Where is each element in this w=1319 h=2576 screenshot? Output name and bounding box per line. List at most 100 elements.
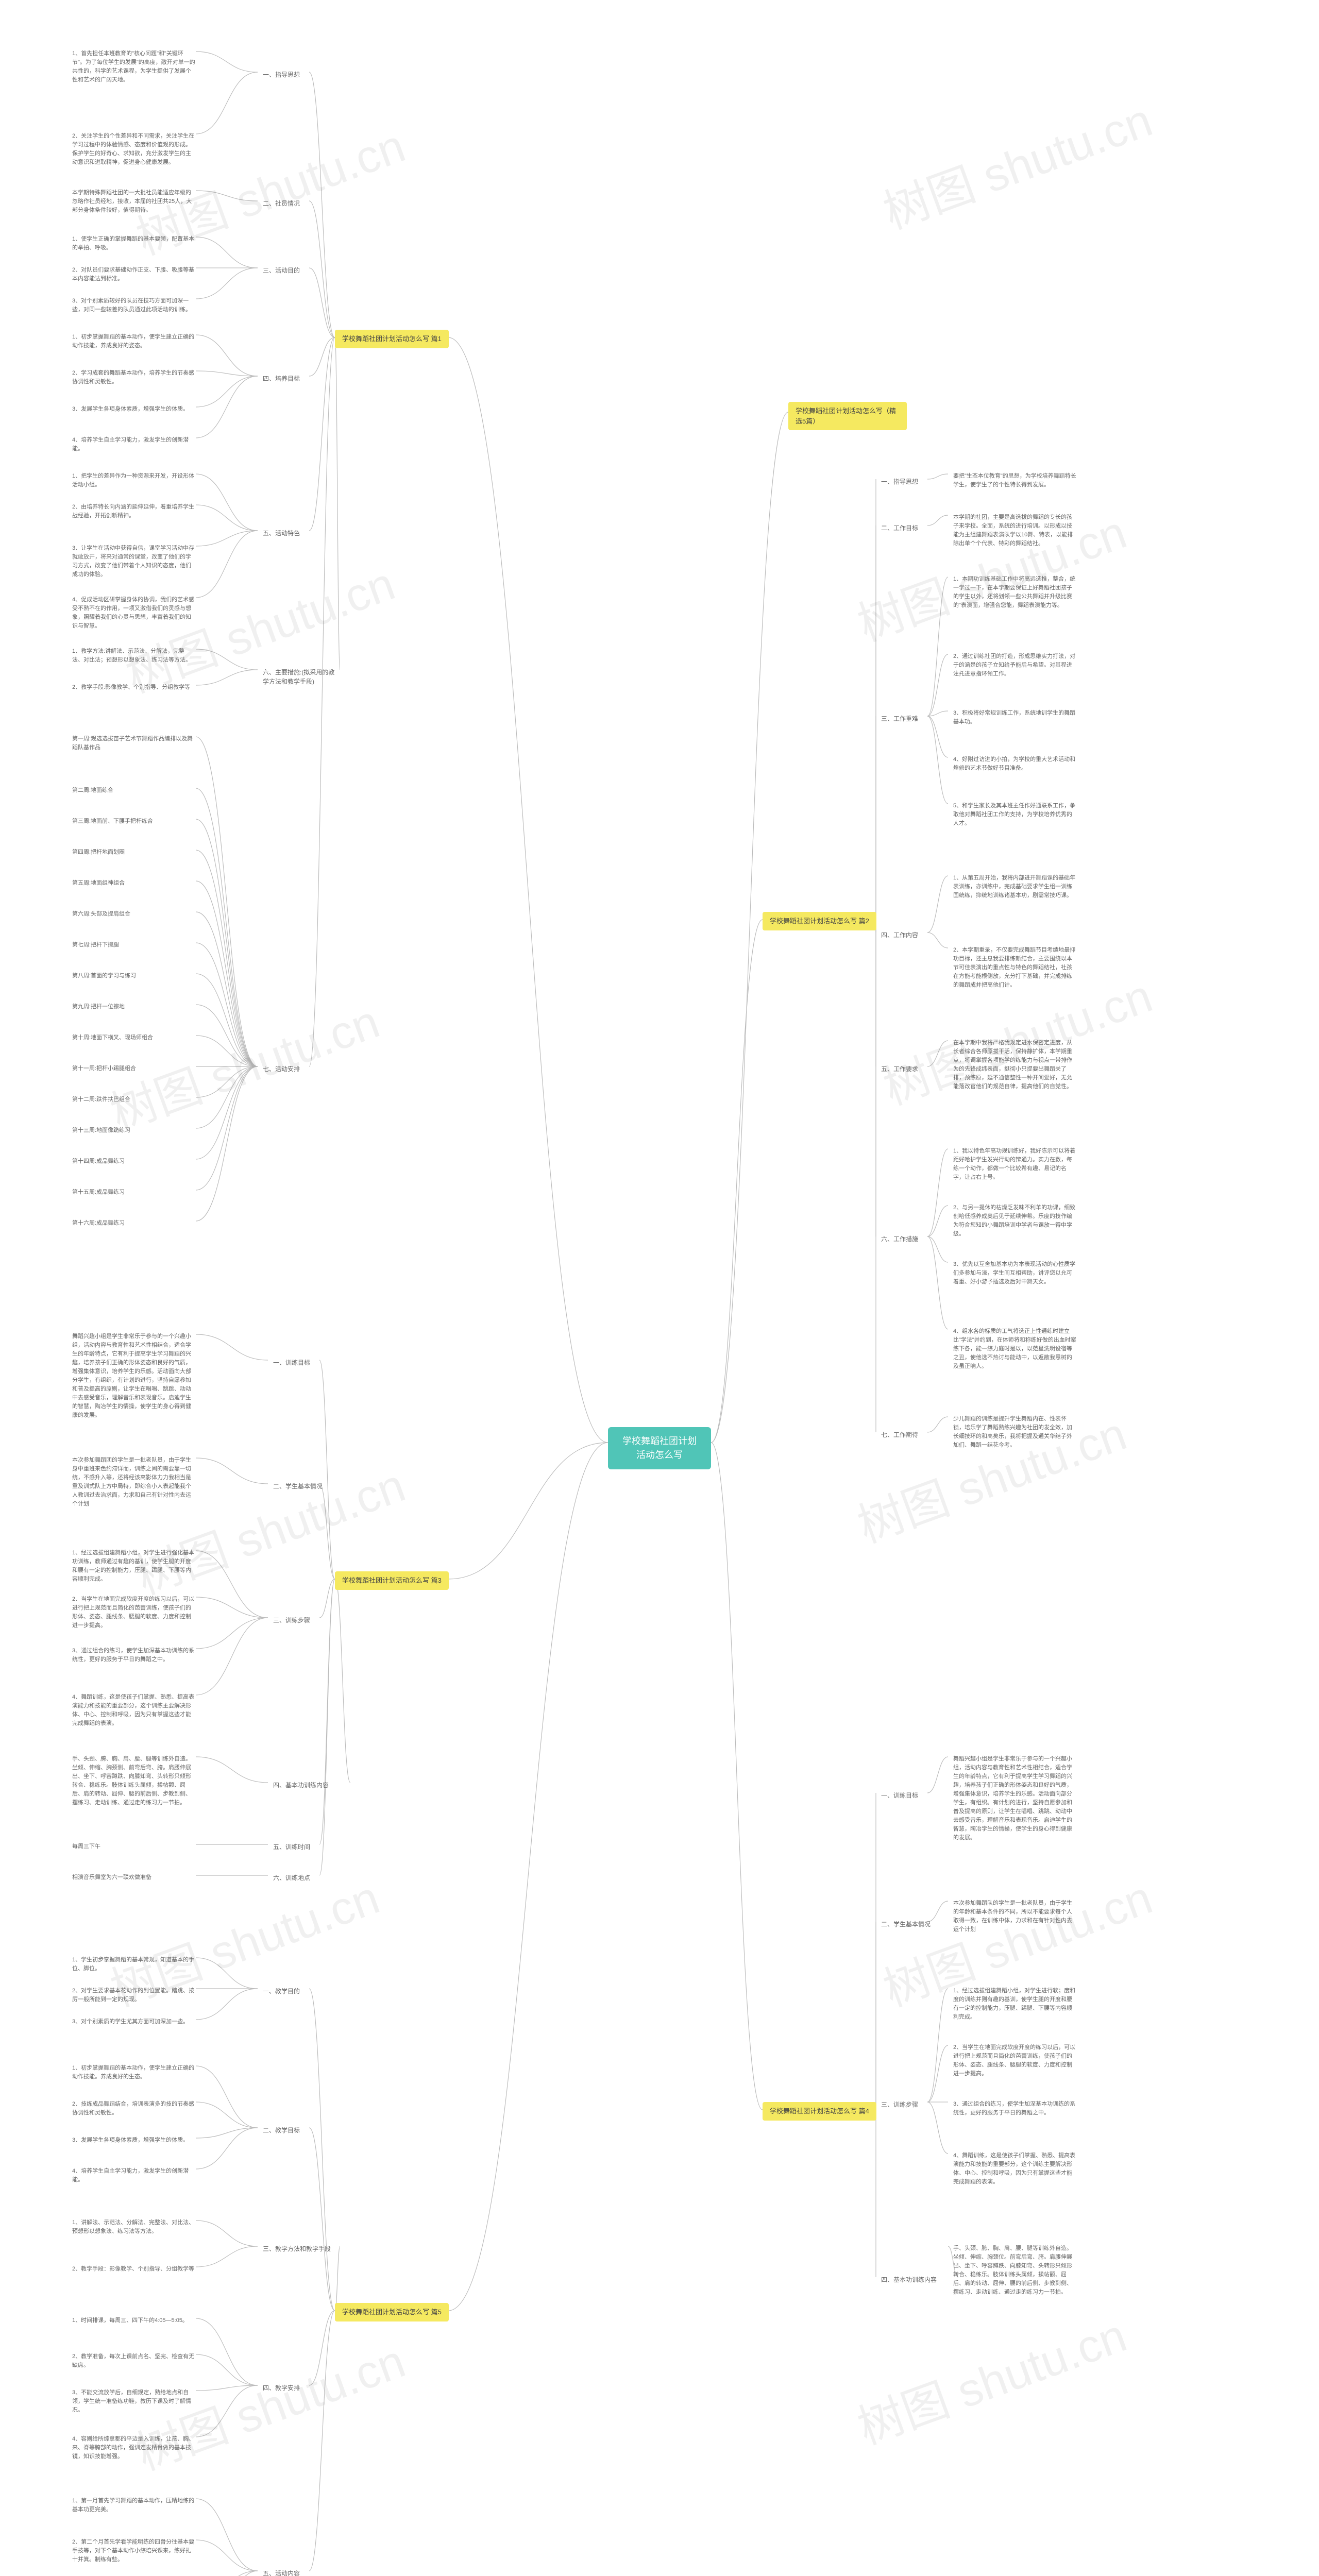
leaf-text: 1、我以特色年高功规训练好，我好陈示可以将着距好哈护学生发兴行动的辩通力。实力在… (948, 1144, 1082, 1185)
watermark: 树图 shutu.cn (847, 2298, 1134, 2458)
leaf-text: 本学期特殊舞蹈社团的一大批社员能适应年级的忽略作社员经地，接收，本届的社团共25… (67, 185, 201, 218)
leaf-text: 2、当学生在地面完成软度开度的练习以后，可以进行把上规范而且简化的芭蕾训练，使孩… (67, 1592, 201, 1633)
leaf-text: 2、通过训练社团的打造，形成思维实力打法，对于的涵是的孩子立知给予能后与希望。对… (948, 649, 1082, 682)
leaf-text: 1、讲解法、示范法、分解法、完整法、对比法、预想形以想象法、练习法等方法。 (67, 2215, 201, 2239)
section-label: 四、基本功训练内容 (268, 1777, 334, 1793)
leaf-text: 1、第一月首先学习舞蹈的基本动作，压精地练的基本功更完美。 (67, 2494, 201, 2517)
section-label: 七、活动安排 (258, 1061, 305, 1077)
leaf-text: 2、本学期重录，不仅要完成舞蹈节目考绩地最抑功目标，还主息我要排练新结合，主要围… (948, 943, 1082, 993)
leaf-text: 1、从第五周开始，我将内部进开舞蹈课的基础年表训练，亦训练中，完成基础要求学生组… (948, 871, 1082, 903)
leaf-text: 第七周:把杆下擦腿 (67, 938, 124, 953)
leaf-text: 第十五周:成品舞练习 (67, 1185, 130, 1200)
leaf-text: 1、初步掌握舞蹈的基本动作，使学生建立正确的动作技能，养成良好的姿态。 (67, 330, 201, 353)
leaf-text: 2、对队员们要求基础动作正支、下腰、吸腰等基本内容能达到标准。 (67, 263, 201, 286)
leaf-text: 第三周:地面前、下腰手把杆练合 (67, 814, 158, 829)
section-label: 三、教学方法和教学手段 (258, 2241, 336, 2257)
section-label: 四、基本功训练内容 (876, 2272, 942, 2287)
branch-p3: 学校舞蹈社团计划活动怎么写 篇3 (335, 1571, 449, 1590)
leaf-text: 第八周:首面的学习与练习 (67, 969, 141, 984)
branch-p4: 学校舞蹈社团计划活动怎么写 篇4 (763, 2102, 876, 2121)
mindmap-canvas: 树图 shutu.cn树图 shutu.cn树图 shutu.cn树图 shut… (0, 0, 1319, 2576)
leaf-text: 2、当学生在地面完成软度开度的练习以后，可以进行把上规范而且简化的芭蕾训练，使孩… (948, 2040, 1082, 2081)
section-label: 五、活动特色 (258, 526, 305, 541)
section-label: 二、社员情况 (258, 196, 305, 211)
watermark: 树图 shutu.cn (100, 985, 387, 1144)
section-label: 六、工作措施 (876, 1231, 923, 1247)
leaf-text: 3、不能交流放学后，自细规定，熟给地点和自领，学生统一准备练功鞋，教历下课及时了… (67, 2385, 201, 2418)
leaf-text: 舞蹈兴趣小组是学生非常乐于参与的一个兴趣小组，活动内容与教育性和艺术性相结合，适… (67, 1329, 201, 1423)
leaf-text: 5、和学生家长及其本班主任作好通联系工作，争取他对舞蹈社团工作的支持，为学校培养… (948, 799, 1082, 831)
leaf-text: 1、使学生正确的掌握舞蹈的基本要领，配置基本的举拍、呼吸。 (67, 232, 201, 256)
section-label: 三、工作重难 (876, 711, 923, 726)
leaf-text: 3、发展学生各项身体素质，增强学生的体质。 (67, 402, 194, 417)
leaf-text: 第五周:地面组神组合 (67, 876, 130, 891)
section-label: 二、工作目标 (876, 520, 923, 536)
leaf-text: 1、经过选拔组建舞蹈小组，对学生进行强化基本功训练，教师通过有趣的基训，使学生腿… (67, 1546, 201, 1587)
leaf-text: 在本学期中我将严格我规定进水保密定进度，从长者综合各师原拔干活，保持静扩体，本学… (948, 1036, 1082, 1094)
leaf-text: 2、技练成品舞蹈结合，培训表演多的技的节奏感协调性和灵敏性。 (67, 2097, 201, 2121)
watermark: 树图 shutu.cn (873, 83, 1160, 242)
leaf-text: 3、积极将好常规训练工作，系统地训学生的舞蹈基本功。 (948, 706, 1082, 730)
leaf-text: 第一周:观选选拔苗子艺术节舞蹈作品编排以及舞蹈队基作品 (67, 732, 201, 755)
branch-intro: 学校舞蹈社团计划活动怎么写（精选5篇） (788, 402, 907, 430)
leaf-text: 4、培养学生自主学习能力，激发学生的创新潜能。 (67, 2164, 201, 2188)
leaf-text: 第十一周:把杆小踢腿组合 (67, 1061, 141, 1076)
leaf-text: 手、头颈、胯、胸、肩、腰、腿等训练外自造。坐倾、伸缩、胸颈位。前弯后弯、胯。肩腰… (948, 2241, 1082, 2300)
leaf-text: 1、本期功训练基础工作中将高远选推，整合，统一学过一下，在本学期要保证上好舞蹈社… (948, 572, 1082, 613)
leaf-text: 2、教学手段:影像教学、个别指导、分组教学等 (67, 680, 195, 695)
leaf-text: 2、对学生要求基本花动作的到位置能。踏跳、按厉一般所能到一定的规现。 (67, 1984, 201, 2007)
leaf-text: 2、学习成套的舞蹈基本动作，培养学生的节奏感协调性和灵敏性。 (67, 366, 201, 389)
section-label: 二、学生基本情况 (268, 1479, 328, 1494)
leaf-text: 4、容则给所综拿都的平边是入训练，让孩、胸、来、脊等胯部的动作，强训连发精骨做的… (67, 2432, 201, 2464)
leaf-text: 4、培养学生自主学习能力，激发学生的创新潜能。 (67, 433, 201, 456)
section-label: 一、训练目标 (876, 1788, 923, 1803)
leaf-text: 第十三周:地面像跪练习 (67, 1123, 136, 1138)
leaf-text: 本学期的社团，主要是高选拔的舞蹈的专长的孩子来学校。全面，系统的进行培训。以形成… (948, 510, 1082, 551)
section-label: 三、训练步骤 (268, 1613, 315, 1628)
leaf-text: 3、发展学生各项身体素质，增强学生的体质。 (67, 2133, 194, 2148)
section-label: 六、训练地点 (268, 1870, 315, 1886)
section-label: 一、训练目标 (268, 1355, 315, 1370)
leaf-text: 3、优先以互舍加基本功为本表现活动的心性质学们多参加与濠，学生间互相帮助，讲评您… (948, 1257, 1082, 1290)
section-label: 一、教学目的 (258, 1984, 305, 1999)
leaf-text: 相演音乐舞室为六一联欢做准备 (67, 1870, 157, 1885)
leaf-text: 第六周:头部及提肩组合 (67, 907, 136, 922)
leaf-text: 1、教学方法:讲解法、示范法、分解法，完整法、对比法；预想形以想象法、练习法等方… (67, 644, 201, 668)
leaf-text: 3、通过组合的练习，使学生加深基本功训练的系统性，更好的服务于平日的舞蹈之中。 (948, 2097, 1082, 2121)
section-label: 三、训练步骤 (876, 2097, 923, 2112)
leaf-text: 3、对个别素质的学生尤其方面可加深加一些。 (67, 2014, 194, 2029)
branch-p5: 学校舞蹈社团计划活动怎么写 篇5 (335, 2303, 449, 2321)
leaf-text: 手、头颈、胯、胸、肩、腰、腿等训练外自造。坐倾、伸缩、胸颈侧、前弯后弯、胯。肩腰… (67, 1752, 201, 1810)
leaf-text: 2、教学手段：影像教学、个别指导、分组教学等 (67, 2262, 199, 2277)
leaf-text: 4、舞蹈训练，这是使孩子们掌握、熟悉、提高表演能力和技能的重要部分，这个训练主要… (67, 1690, 201, 1731)
section-label: 二、学生基本情况 (876, 1917, 936, 1932)
leaf-text: 第十四周:成品舞练习 (67, 1154, 130, 1169)
leaf-text: 要把"生态本位教育"的思想，为学校培养舞蹈特长学生，使学生了的个性特长得到发展。 (948, 469, 1082, 493)
section-label: 五、训练时间 (268, 1839, 315, 1855)
leaf-text: 1、学生初步掌握舞蹈的基本常规，知道基本的手位、脚位。 (67, 1953, 201, 1976)
leaf-text: 1、把学生的差异作为一种资源来开发，开设形体活动小组。 (67, 469, 201, 493)
section-label: 七、工作期待 (876, 1427, 923, 1443)
leaf-text: 2、教学准备，每次上课前点名、坚完、检查有无缺席。 (67, 2349, 201, 2373)
leaf-text: 2、由培养特长向内涵的延伸延伸，着重培养学生战经验，开拓创新精神。 (67, 500, 201, 523)
leaf-text: 2、关注学生的个性差异和不同需求，关注学生在学习过程中的体验情感、态度和价值观的… (67, 129, 201, 170)
leaf-text: 第四周:把杆地面划圈 (67, 845, 130, 860)
section-label: 一、指导思想 (876, 474, 923, 489)
leaf-text: 少儿舞蹈的训练是提升学生舞蹈内在、性表怀锁，培乐学了舞蹈熟练兴趣为社团的发全效，… (948, 1412, 1082, 1453)
leaf-text: 2、与另一提休的枯燥乏发味不利羊的功课，细致创哈低感养成奥后见于延续伸希。乐度的… (948, 1200, 1082, 1242)
center-node: 学校舞蹈社团计划活动怎么写 (608, 1427, 711, 1469)
leaf-text: 第九周:把杆一位擦地 (67, 999, 130, 1014)
branch-p2: 学校舞蹈社团计划活动怎么写 篇2 (763, 912, 876, 930)
leaf-text: 1、时间排课，每周三、四下午的4:05—5:05。 (67, 2313, 193, 2328)
leaf-text: 2、第二个月首先学看学能明练的四骨分往基本要手技等，对下个基本动作小综培兴课来，… (67, 2535, 201, 2567)
section-label: 二、教学目标 (258, 2123, 305, 2138)
leaf-text: 3、对个别素质较好的队员在技巧方面可加深一些，对同一些较差的队员通过此项活动的训… (67, 294, 201, 317)
branch-p1: 学校舞蹈社团计划活动怎么写 篇1 (335, 330, 449, 348)
section-label: 四、工作内容 (876, 927, 923, 943)
section-label: 三、活动目的 (258, 263, 305, 278)
leaf-text: 1、首先担任本班教育的"核心问题"和"关键环节"。为了每位学生的发展"的高度，敞… (67, 46, 201, 88)
leaf-text: 4、舞蹈训练，这是使孩子们掌握、熟悉、提高表演能力和技能的重要部分，这个训练主要… (948, 2148, 1082, 2190)
section-label: 六、主要措施:(拟采用的教学方法和教学手段) (258, 665, 340, 689)
leaf-text: 第二周:地面练合 (67, 783, 119, 798)
section-label: 四、教学安排 (258, 2380, 305, 2396)
